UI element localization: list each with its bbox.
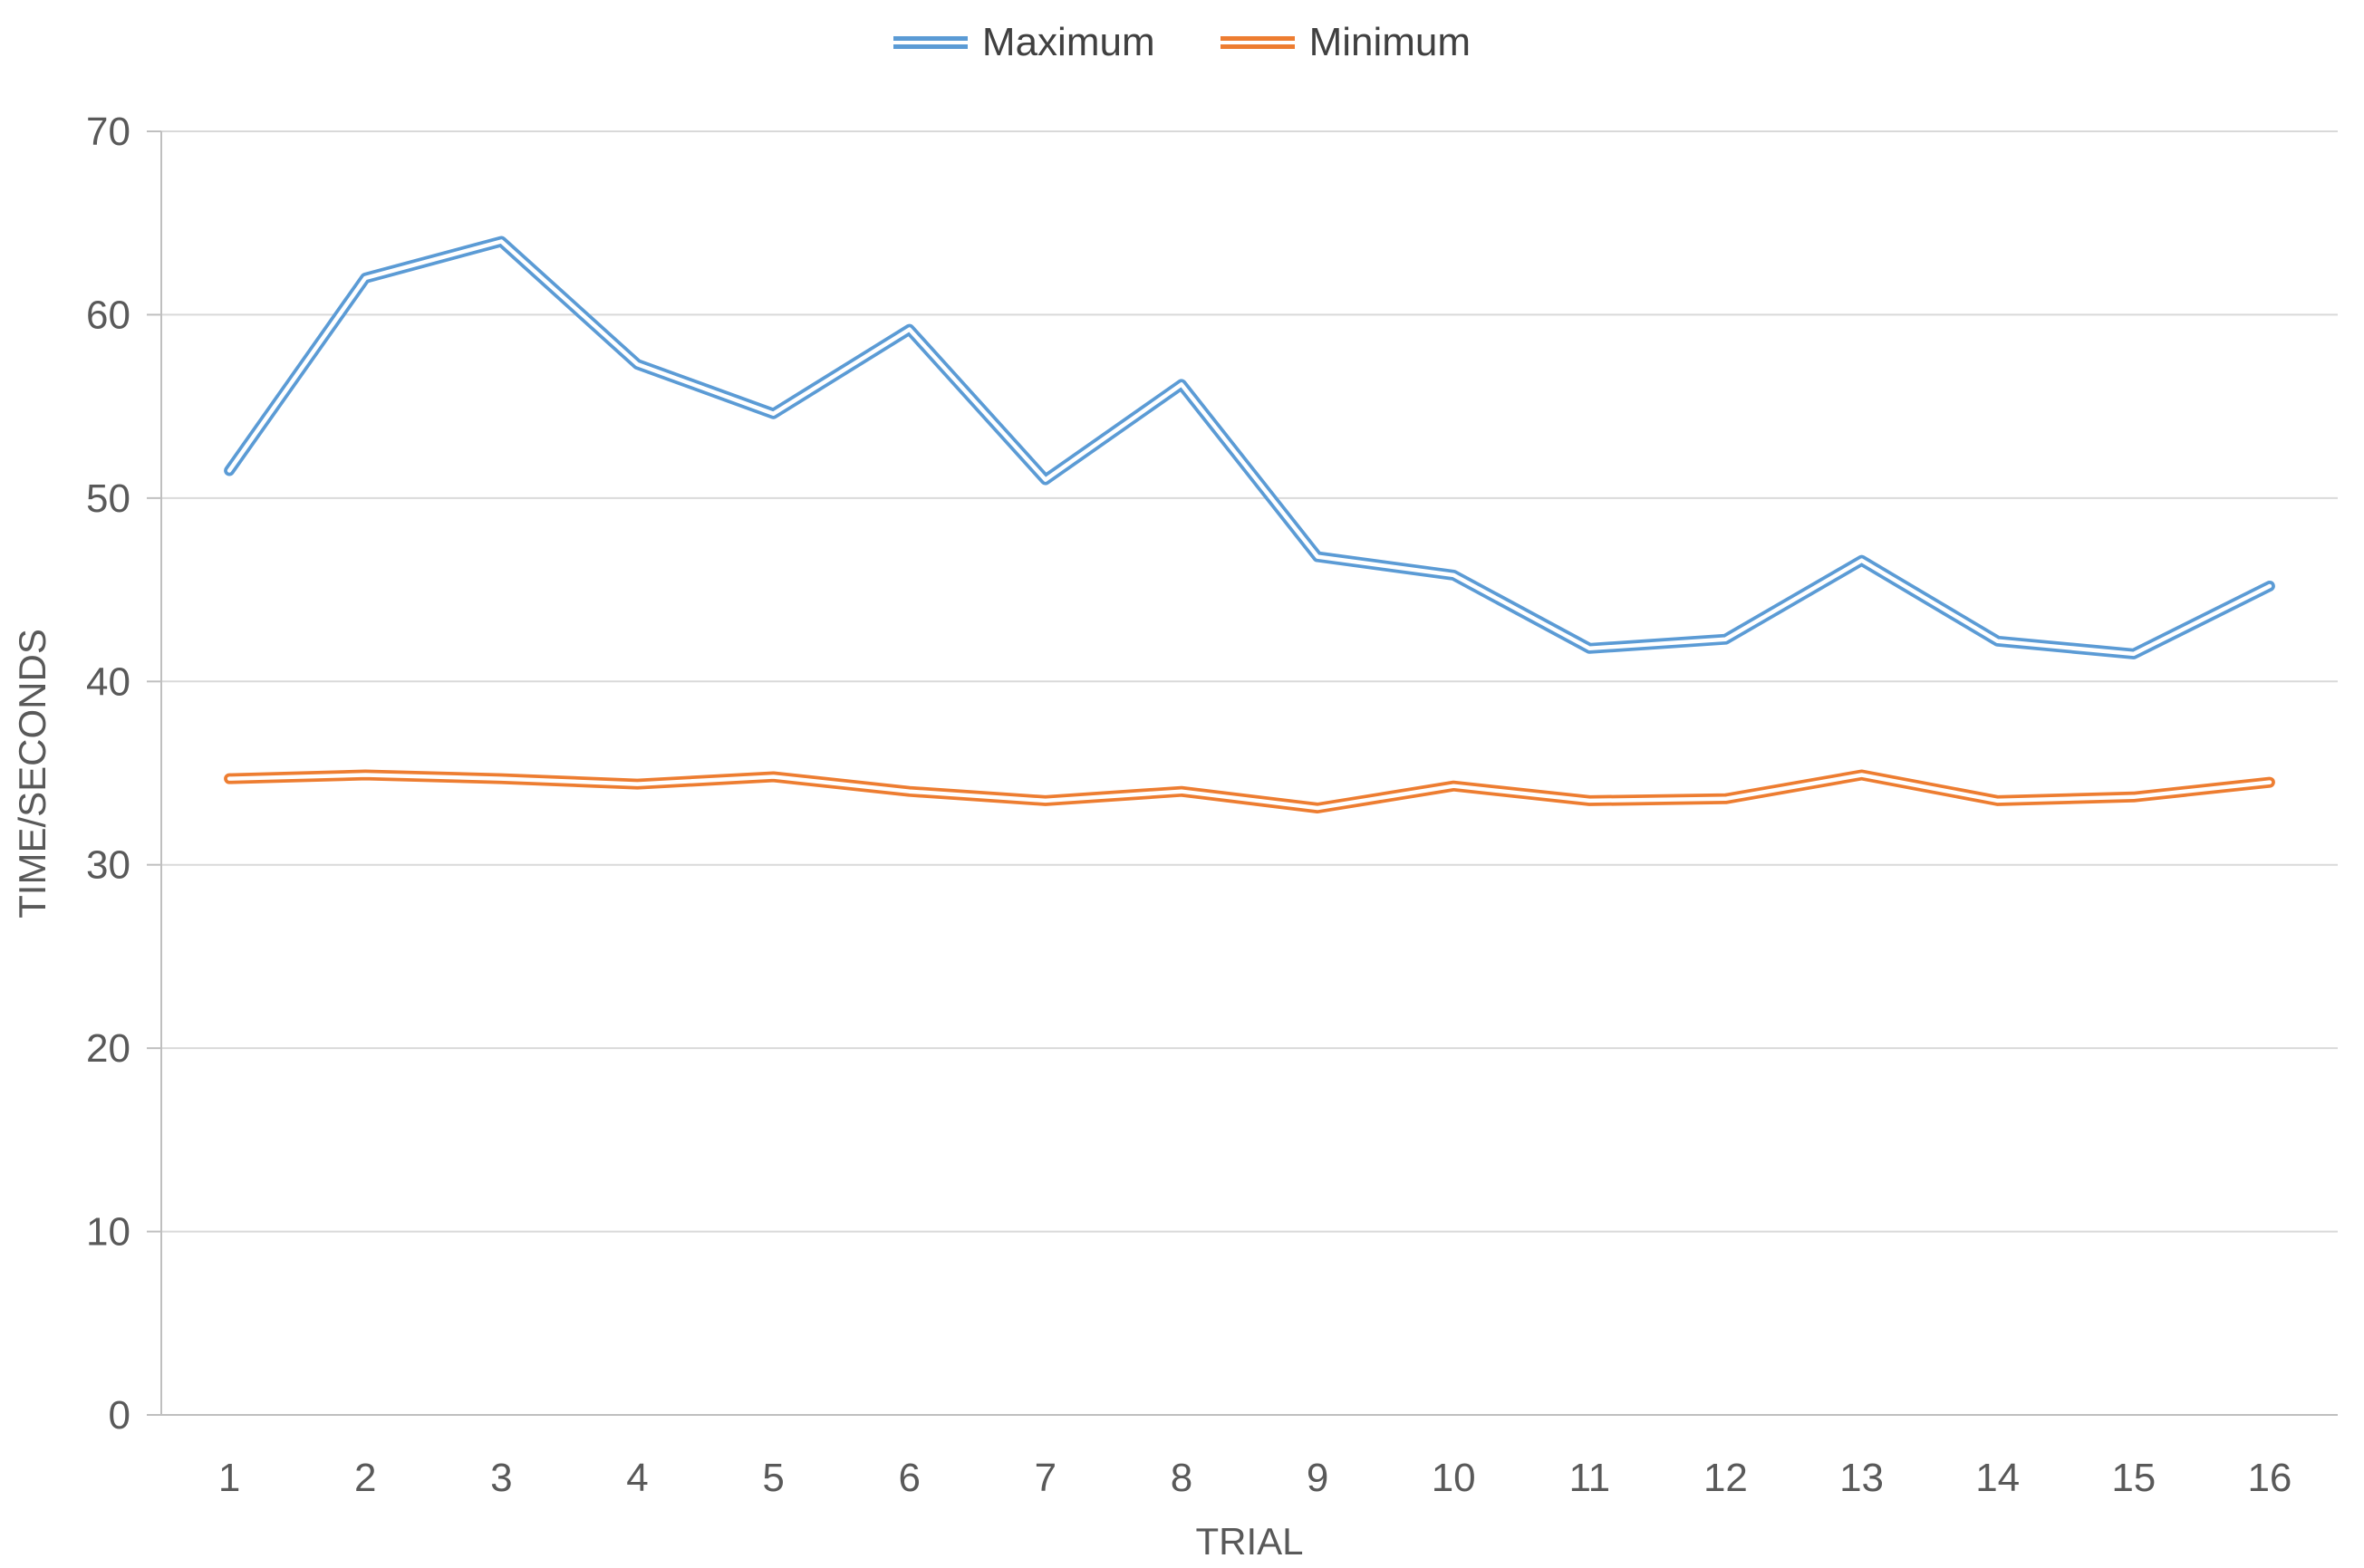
x-tick-label: 10 bbox=[1432, 1456, 1476, 1500]
legend-label-minimum: Minimum bbox=[1308, 20, 1471, 64]
y-tick-label: 20 bbox=[86, 1026, 130, 1071]
x-tick-label: 5 bbox=[762, 1456, 784, 1500]
x-tick-label: 3 bbox=[490, 1456, 512, 1500]
x-tick-label: 9 bbox=[1307, 1456, 1328, 1500]
x-tick-label: 8 bbox=[1171, 1456, 1192, 1500]
y-tick-label: 40 bbox=[86, 659, 130, 704]
x-tick-label: 6 bbox=[898, 1456, 920, 1500]
legend-item-maximum: Maximum bbox=[893, 20, 1155, 65]
legend-item-minimum: Minimum bbox=[1220, 20, 1471, 65]
y-tick-label: 0 bbox=[109, 1393, 130, 1438]
legend: Maximum Minimum bbox=[0, 20, 2364, 65]
x-tick-label: 14 bbox=[1975, 1456, 2020, 1500]
y-tick-label: 30 bbox=[86, 843, 130, 888]
y-tick-label: 10 bbox=[86, 1210, 130, 1255]
series-line-core-maximum bbox=[227, 239, 2272, 657]
series-line-core-minimum bbox=[227, 773, 2272, 811]
x-tick-label: 13 bbox=[1839, 1456, 1884, 1500]
x-tick-label: 2 bbox=[354, 1456, 376, 1500]
x-axis-title: TRIAL bbox=[1195, 1520, 1304, 1563]
x-tick-label: 16 bbox=[2247, 1456, 2292, 1500]
x-tick-label: 15 bbox=[2111, 1456, 2156, 1500]
series-line-maximum bbox=[224, 236, 2275, 659]
legend-label-maximum: Maximum bbox=[981, 20, 1155, 64]
y-tick-label: 50 bbox=[86, 476, 130, 521]
x-tick-label: 1 bbox=[218, 1456, 240, 1500]
legend-swatch-maximum-icon bbox=[893, 36, 968, 49]
x-tick-label: 12 bbox=[1703, 1456, 1748, 1500]
legend-swatch-minimum-icon bbox=[1220, 36, 1295, 49]
x-tick-label: 7 bbox=[1035, 1456, 1057, 1500]
y-tick-label: 70 bbox=[86, 110, 130, 154]
x-tick-label: 4 bbox=[626, 1456, 648, 1500]
x-tick-label: 11 bbox=[1568, 1456, 1610, 1500]
y-tick-label: 60 bbox=[86, 293, 130, 337]
